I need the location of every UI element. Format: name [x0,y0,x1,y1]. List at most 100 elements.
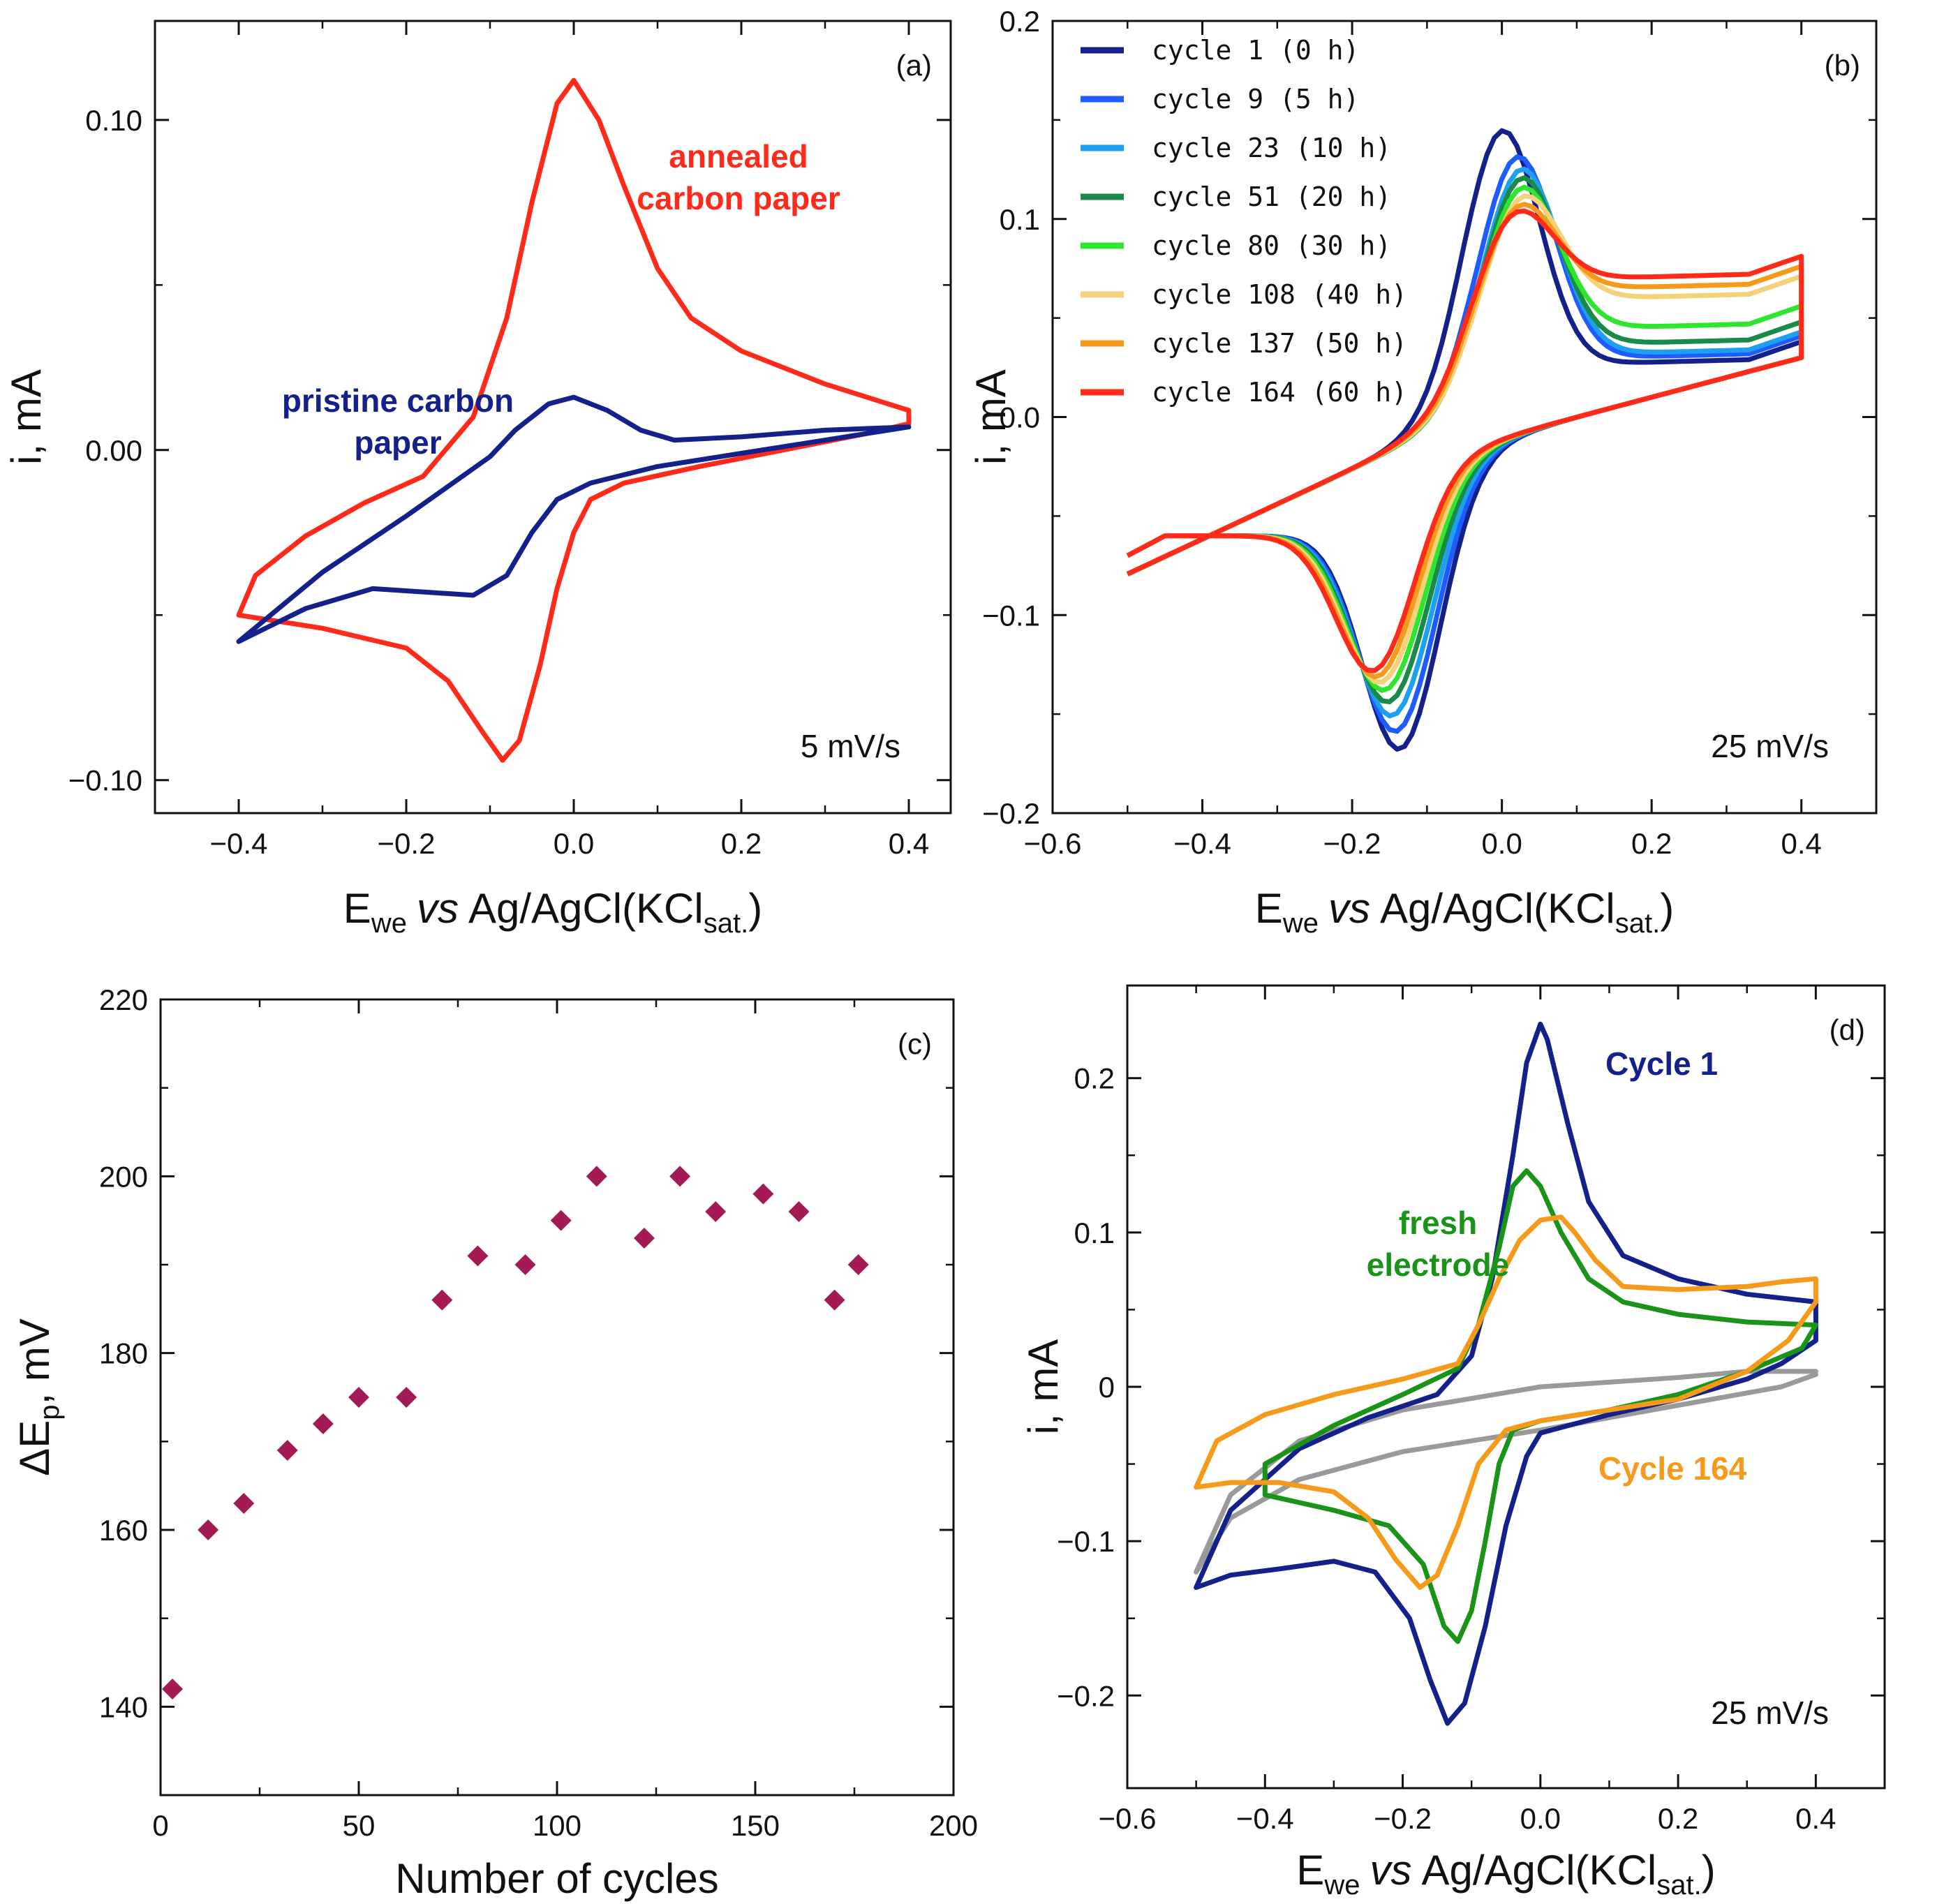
panel-a-x-axis-label: Ewe vs Ag/AgCl(KClsat.) [343,885,762,939]
panel-a-frame [154,20,952,815]
annotation-annealed-carbon-paper: annealed carbon paper [637,138,840,216]
x-tick-label: 0.2 [721,827,762,860]
data-point [276,1440,298,1461]
panel-c-frame [159,998,955,1797]
y-tick-label: 200 [99,1160,148,1193]
panel-a-y-axis-label: i, mA [3,369,50,465]
cv-curve-pristine-carbon-paper [236,394,912,644]
data-point [633,1228,655,1249]
data-point [431,1289,453,1311]
data-point [514,1254,536,1275]
annotation-fresh-electrode: fresh electrode [1367,1205,1510,1283]
y-tick-label: 0.10 [85,104,142,137]
panel-b-ticks: −0.6 −0.4 −0.2 0.0 0.2 0.4 −0.2 −0.1 0.0 0.1 0.2 [982,5,1876,860]
y-tick-label: −0.10 [68,764,142,797]
x-tick-label: 0.4 [1795,1802,1836,1835]
panel-c-x-axis-label: Number of cycles [395,1855,718,1902]
x-tick-label: 0 [152,1809,168,1842]
panel-d-ticks: −0.6 −0.4 −0.2 0.0 0.2 0.4 −0.2 −0.1 0 0.1 0.2 [1057,986,1885,1835]
x-tick-label: 100 [533,1809,581,1842]
data-point [824,1289,845,1311]
data-point [198,1519,219,1540]
x-tick-label: −0.2 [1323,827,1381,860]
panel-b-scan-rate: 25 mV/s [1711,728,1829,764]
panel-b-y-axis-label: i, mA [967,369,1014,465]
x-tick-label: 150 [731,1809,780,1842]
annotation-pristine-carbon-paper: pristine carbon paper [282,382,514,461]
data-point [586,1166,607,1187]
panel-a-cv-annealed-vs-pristine: −0.4 −0.2 0.0 0.2 0.4 −0.10 0.00 0.10 (a) 5 mV/… [3,20,952,939]
panel-d-x-axis-label: Ewe vs Ag/AgCl(KClsat.) [1296,1847,1715,1901]
y-tick-label: 160 [99,1514,148,1547]
data-point [669,1166,691,1187]
cv-curve-cycle-1-0-h- [1126,128,1804,752]
y-tick-label: 180 [99,1337,148,1370]
data-point [467,1245,489,1267]
y-tick-label: 0.1 [1074,1217,1115,1249]
y-tick-label: −0.2 [1057,1679,1115,1712]
panel-b-legend: cycle 1 (0 h) cycle 9 (5 h) cycle 23 (10 h… [1081,35,1407,408]
panel-b-cv-cycling: −0.6 −0.4 −0.2 0.0 0.2 0.4 −0.2 −0.1 0.0 0.1 0.2 (… [967,5,1878,939]
panel-a-scan-rate: 5 mV/s [801,728,900,764]
y-tick-label: −0.1 [1057,1525,1115,1558]
y-tick-label: 0.1 [1000,203,1040,236]
legend-entry: cycle 164 (60 h) [1152,377,1407,408]
legend-entry: cycle 51 (20 h) [1152,181,1391,212]
x-tick-label: 0.0 [554,827,594,860]
panel-d-label: (d) [1830,1013,1865,1046]
panel-c-label: (c) [898,1027,932,1060]
panel-c-ticks: 0 50 100 150 200 140 160 180 200 220 [99,983,978,1842]
data-point [705,1201,727,1222]
x-tick-label: 0.2 [1631,827,1672,860]
data-point [396,1387,417,1408]
data-point [312,1413,334,1434]
x-tick-label: 0.0 [1520,1802,1561,1835]
cv-curve-annealed-carbon-paper [236,77,912,763]
panel-d-y-axis-label: i, mA [1020,1339,1067,1435]
panel-a-series [236,77,912,763]
x-tick-label: −0.2 [1374,1802,1432,1835]
cv-curve-cycle-1 [1194,1021,1818,1726]
x-tick-label: −0.2 [378,827,436,860]
panel-a-annotations: annealed carbon paper pristine carbon paper [282,138,840,461]
legend-entry: cycle 23 (10 h) [1152,133,1391,163]
legend-entry: cycle 137 (50 h) [1152,328,1407,359]
panel-a-label: (a) [896,49,932,82]
y-tick-label: 220 [99,983,148,1016]
x-tick-label: −0.4 [1236,1802,1294,1835]
y-tick-label: 0.0 [1000,401,1040,434]
panel-b-series [1126,128,1804,752]
y-tick-label: 140 [99,1690,148,1723]
y-tick-label: 0.00 [85,434,142,467]
x-tick-label: −0.4 [210,827,268,860]
data-point [788,1201,810,1222]
x-tick-label: 0.0 [1481,827,1522,860]
data-point [162,1679,184,1700]
annotation-cycle-164: Cycle 164 [1598,1450,1747,1487]
cv-curve-cycle-108-40-h- [1126,193,1804,685]
panel-d-annotations: Cycle 1 fresh electrode Cycle 164 [1367,1046,1747,1487]
x-tick-label: 0.4 [889,827,929,860]
y-tick-label: −0.2 [982,797,1040,830]
legend-entry: cycle 108 (40 h) [1152,279,1407,310]
x-tick-label: 0.4 [1781,827,1822,860]
cv-curve-cycle-164-60-h- [1126,208,1804,674]
legend-entry: cycle 80 (30 h) [1152,230,1391,261]
x-tick-label: −0.6 [1024,827,1082,860]
data-point [847,1254,869,1275]
y-tick-label: 0 [1099,1371,1115,1404]
cv-curve-fresh-electrode [1262,1168,1818,1644]
panel-a-ticks: −0.4 −0.2 0.0 0.2 0.4 −0.10 0.00 0.10 [68,21,951,860]
panel-d-series [1194,1021,1818,1726]
legend-entry: cycle 9 (5 h) [1152,84,1359,114]
panel-d-scan-rate: 25 mV/s [1711,1695,1829,1731]
data-point [752,1183,774,1205]
y-tick-label: −0.1 [982,599,1040,632]
x-tick-label: 50 [343,1809,376,1842]
panel-c-markers [162,1166,869,1700]
cv-curve-blank [1194,1369,1818,1575]
cv-curve-cycle-164 [1194,1214,1818,1590]
panel-b-x-axis-label: Ewe vs Ag/AgCl(KClsat.) [1255,885,1674,939]
